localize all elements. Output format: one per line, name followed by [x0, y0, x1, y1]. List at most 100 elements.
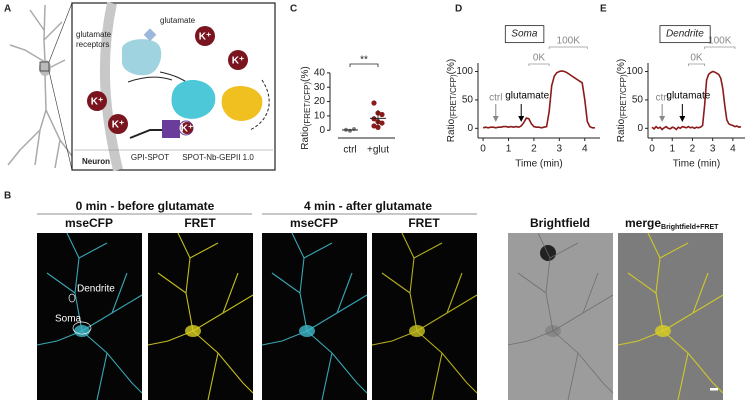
- channel-label: mseCFP: [290, 216, 338, 230]
- annotation: ctrl: [489, 93, 502, 104]
- y-tick-label: 0: [637, 123, 643, 134]
- y-axis-label: Ratio(FRET/CFP)(%): [616, 59, 628, 142]
- stimulus-bar: [528, 63, 550, 66]
- glutamate-label: glutamate: [160, 16, 196, 25]
- x-tick-label: +glut: [367, 145, 389, 156]
- y-label-part: Ratio: [616, 118, 627, 142]
- channel-label: Brightfield: [530, 216, 590, 230]
- membrane: [99, 1, 123, 172]
- arrow-head: [659, 116, 666, 122]
- ion-label: K⁺: [199, 32, 212, 43]
- x-tick-label: 2: [531, 144, 537, 155]
- ion: [228, 50, 248, 70]
- image-background: [372, 233, 477, 400]
- channel-label: mseCFP: [65, 216, 113, 230]
- y-tick-label: 50: [632, 95, 644, 106]
- roi: [68, 293, 76, 303]
- channel-label: mergeBrightfield+FRET: [625, 216, 719, 231]
- ion: [195, 26, 215, 46]
- condition-title: 4 min - after glutamate: [304, 199, 432, 213]
- x-tick-label: 1: [669, 144, 675, 155]
- image-background: [618, 233, 723, 400]
- panel-label: A: [4, 4, 11, 15]
- stimulus-bar: [688, 63, 705, 66]
- y-tick-label: 30: [314, 82, 326, 93]
- soma: [299, 325, 315, 337]
- roi-label: Dendrite: [77, 284, 115, 295]
- gpi-spot-label: GPI-SPOT: [131, 153, 169, 162]
- ion-label: K⁺: [112, 120, 125, 131]
- roi-label: Soma: [55, 314, 82, 325]
- panel-label: E: [600, 4, 607, 15]
- x-tick-label: 0: [480, 144, 486, 155]
- neurite: [371, 232, 478, 401]
- ion-label: K⁺: [181, 124, 194, 135]
- data-line: [651, 70, 742, 131]
- panel-label: D: [455, 4, 462, 15]
- y-tick-label: 100: [456, 66, 473, 77]
- receptor-label: receptors: [76, 40, 109, 49]
- ion-label: K⁺: [91, 97, 104, 108]
- arrow-head: [679, 116, 686, 122]
- data-point: [379, 120, 385, 126]
- arrow-head: [492, 116, 499, 122]
- soma: [185, 325, 201, 337]
- y-label-part: (%): [446, 59, 457, 75]
- ion-label: K⁺: [232, 56, 245, 67]
- soma: [655, 325, 671, 337]
- arrow: [127, 76, 173, 83]
- image-background: [262, 233, 367, 400]
- y-label-sub: (FRET/CFP): [449, 74, 458, 119]
- x-tick-label: 4: [730, 144, 736, 155]
- neurite: [617, 232, 724, 401]
- micrograph: [617, 232, 724, 401]
- neuron-sketch: [7, 2, 76, 171]
- channel-label: FRET: [408, 216, 440, 230]
- soma: [545, 325, 561, 337]
- y-tick-label: 100: [626, 66, 643, 77]
- roi: [72, 321, 92, 335]
- neuron-label: Neuron: [82, 157, 110, 166]
- x-tick-label: 2: [690, 144, 696, 155]
- ion: [181, 122, 193, 134]
- x-tick-label: 0: [649, 144, 655, 155]
- image-background: [37, 233, 142, 400]
- image-background: [148, 233, 253, 400]
- stimulus-bar: [704, 46, 736, 49]
- micrograph: [147, 232, 254, 401]
- sensor-label: SPOT-Nb-GEPII 1.0: [182, 153, 254, 162]
- condition-title: 0 min - before glutamate: [76, 199, 215, 213]
- x-tick-label: 3: [710, 144, 716, 155]
- neurite: [36, 232, 143, 401]
- micrographs: Dendrite Soma: [36, 232, 724, 401]
- sensor: [129, 80, 263, 139]
- panel-title: Soma: [511, 29, 538, 40]
- panel-title-box: [659, 25, 711, 44]
- data-point: [371, 100, 377, 106]
- y-label-part: Ratio: [446, 118, 457, 142]
- stimulus-label: 0K: [533, 53, 546, 64]
- panel-title-box: [504, 25, 545, 44]
- image-background: [508, 233, 613, 400]
- x-tick-label: 3: [557, 144, 563, 155]
- micrograph: [261, 232, 368, 401]
- stimulus-label: 100K: [708, 36, 732, 47]
- x-tick-label: 4: [582, 144, 588, 155]
- y-tick-label: 20: [314, 96, 326, 107]
- neurite: [261, 232, 368, 401]
- x-tick-label: ctrl: [343, 145, 356, 156]
- micrograph: Dendrite Soma: [36, 232, 143, 401]
- data-point: [379, 111, 385, 118]
- significance-label: **: [360, 55, 368, 66]
- data-line: [482, 70, 595, 129]
- panel-label: C: [290, 4, 297, 15]
- x-axis-label: Time (min): [673, 159, 720, 170]
- stimulus-bar: [548, 46, 588, 49]
- y-label-sub: (FRET/CFP): [619, 74, 628, 119]
- y-label-part: (%): [616, 59, 627, 75]
- ion: [87, 91, 107, 111]
- data-point: [375, 124, 381, 130]
- merge-subscript: Brightfield+FRET: [661, 224, 719, 231]
- arrow-head: [518, 116, 525, 122]
